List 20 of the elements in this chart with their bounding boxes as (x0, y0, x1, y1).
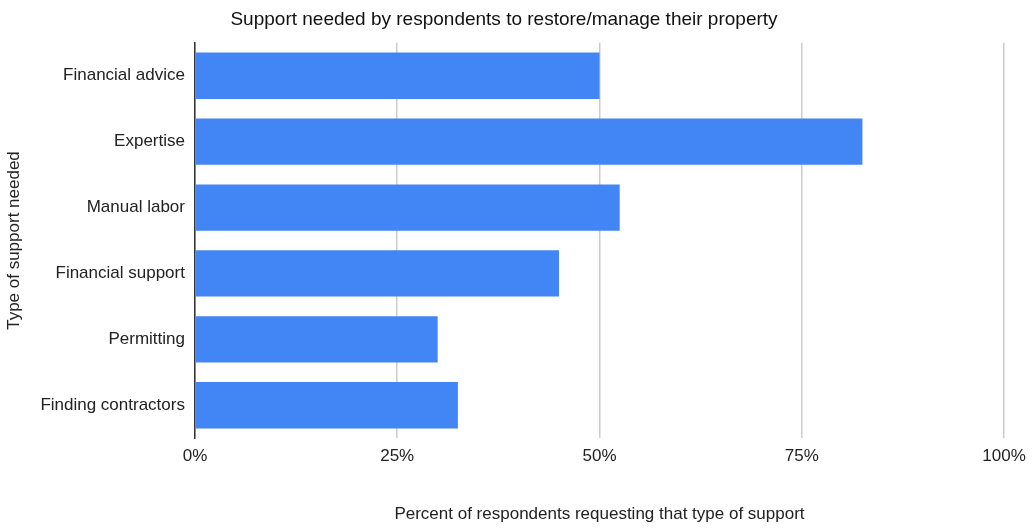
y-tick-label: Finding contractors (40, 394, 185, 414)
bar (195, 316, 438, 363)
bar (195, 118, 863, 165)
x-tick-label: 100% (982, 446, 1026, 466)
bar (195, 52, 600, 99)
x-tick-label: 75% (784, 446, 819, 466)
y-axis-title: Type of support needed (3, 151, 23, 330)
chart-title: Support needed by respondents to restore/manage their property (230, 7, 779, 29)
x-tick-label: 50% (582, 446, 617, 466)
bar (195, 250, 560, 297)
y-tick-label: Permitting (108, 329, 185, 349)
y-tick-label: Manual labor (86, 197, 186, 217)
x-tick-label: 0% (182, 446, 208, 466)
x-tick-label: 25% (380, 446, 415, 466)
bar (195, 184, 620, 231)
y-tick-label: Financial support (55, 263, 186, 283)
y-tick-label: Financial advice (63, 65, 185, 85)
y-tick-label: Expertise (114, 131, 185, 151)
x-axis-title: Percent of respondents requesting that type of support (394, 504, 805, 524)
bar (195, 382, 458, 429)
